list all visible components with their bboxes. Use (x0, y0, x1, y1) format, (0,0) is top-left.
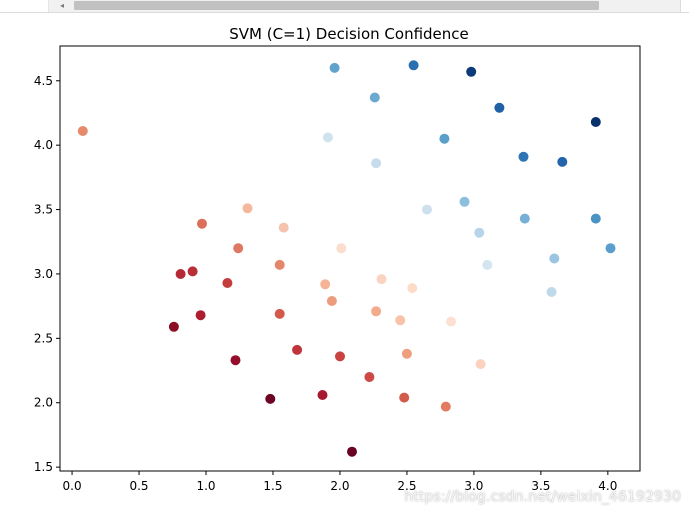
x-axis-ticks: 0.0 0.5 1.0 1.5 2.0 2.5 3.0 3.5 4.0 (63, 471, 617, 493)
data-point-11 (518, 151, 529, 162)
data-point-12 (557, 156, 568, 167)
data-point-2 (329, 62, 340, 73)
watermark: https://blog.csdn.net/weixin_46192930 (404, 489, 681, 505)
data-point-19 (549, 253, 560, 264)
data-point-13 (422, 204, 432, 215)
data-point-47 (265, 393, 276, 404)
data-point-6 (494, 102, 505, 113)
data-point-27 (175, 269, 186, 279)
y-tick-label: 3.5 (34, 203, 53, 217)
x-tick-label: 1.0 (196, 479, 215, 493)
data-point-41 (292, 344, 303, 355)
data-point-50 (440, 401, 451, 412)
data-point-22 (197, 218, 207, 229)
horizontal-scrollbar[interactable]: ◂ (0, 0, 689, 13)
x-tick-label: 3.0 (464, 479, 483, 493)
data-point-24 (278, 222, 289, 233)
y-tick-label: 3.0 (34, 267, 53, 281)
data-point-31 (222, 278, 233, 288)
scrollbar-thumb[interactable] (74, 1, 599, 10)
x-tick-label: 2.5 (397, 479, 416, 493)
x-tick-label: 0.0 (63, 479, 82, 493)
data-point-49 (399, 392, 410, 403)
data-point-46 (364, 372, 375, 382)
scroll-left-arrow-icon[interactable]: ◂ (59, 1, 64, 10)
y-tick-label: 1.5 (34, 460, 53, 474)
data-point-30 (376, 274, 387, 285)
data-point-35 (371, 306, 382, 317)
data-point-48 (317, 390, 328, 400)
data-points (77, 60, 616, 457)
data-point-44 (230, 355, 241, 366)
data-point-43 (401, 348, 412, 359)
data-point-3 (408, 60, 419, 71)
data-point-10 (371, 158, 382, 169)
data-point-39 (395, 315, 406, 326)
data-point-45 (475, 359, 486, 370)
data-point-15 (519, 213, 530, 224)
data-point-9 (439, 133, 450, 144)
data-point-33 (407, 283, 418, 294)
data-point-18 (605, 243, 616, 254)
x-tick-label: 4.0 (598, 479, 617, 493)
data-point-42 (335, 351, 345, 362)
y-tick-label: 4.0 (34, 138, 53, 152)
x-tick-label: 2.0 (330, 479, 349, 493)
y-axis-ticks: 1.5 2.0 2.5 3.0 3.5 4.0 4.5 (34, 74, 60, 474)
scrollbar-gutter (0, 0, 49, 12)
x-tick-label: 3.5 (531, 479, 550, 493)
y-tick-label: 2.0 (34, 396, 53, 410)
data-point-34 (326, 296, 337, 306)
x-tick-label: 0.5 (129, 479, 148, 493)
data-point-1 (77, 126, 88, 136)
y-tick-label: 2.5 (34, 331, 53, 345)
y-tick-label: 4.5 (34, 74, 53, 88)
data-point-5 (369, 92, 380, 103)
data-point-8 (322, 132, 333, 143)
data-point-28 (187, 266, 198, 277)
plot-area (59, 45, 641, 472)
data-point-7 (590, 117, 601, 127)
data-point-38 (274, 308, 285, 319)
data-point-14 (459, 196, 470, 207)
data-point-40 (446, 316, 457, 327)
data-point-37 (195, 310, 206, 321)
data-point-21 (546, 287, 557, 297)
data-point-25 (233, 243, 244, 254)
data-point-20 (482, 259, 493, 270)
data-point-26 (336, 243, 347, 254)
data-point-4 (466, 66, 477, 77)
data-point-17 (474, 227, 485, 238)
data-point-32 (320, 279, 331, 290)
chart-title: SVM (C=1) Decision Confidence (229, 25, 469, 43)
data-point-29 (274, 259, 285, 270)
scrollbar-end (680, 0, 689, 12)
data-point-36 (168, 321, 179, 332)
data-point-51 (347, 446, 357, 457)
data-point-23 (242, 203, 253, 214)
x-tick-label: 1.5 (263, 479, 282, 493)
data-point-16 (590, 213, 601, 224)
